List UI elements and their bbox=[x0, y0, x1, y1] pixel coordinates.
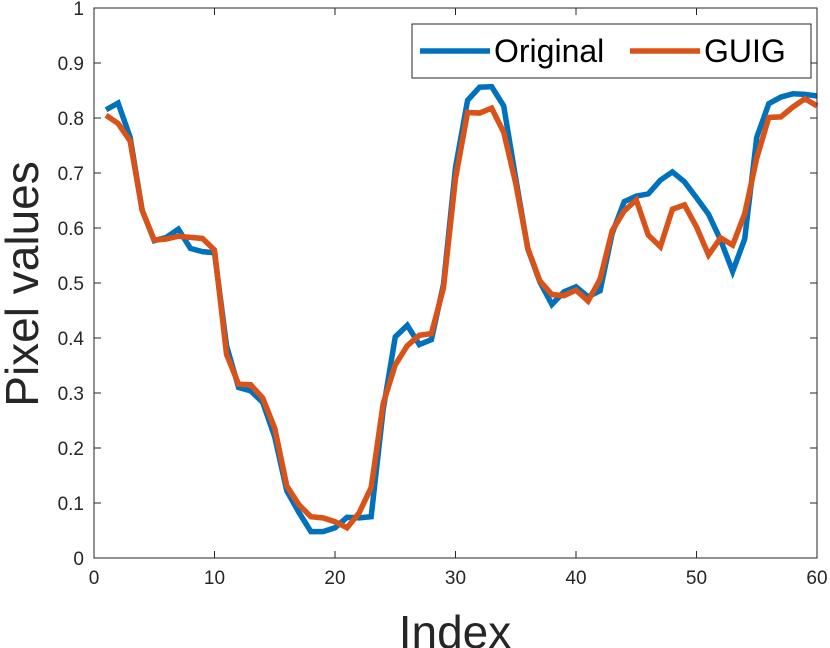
plot-background bbox=[94, 8, 817, 558]
x-tick-label: 60 bbox=[806, 568, 827, 589]
y-tick-label: 0 bbox=[73, 549, 84, 570]
x-tick-label: 10 bbox=[204, 568, 225, 589]
x-tick-label: 30 bbox=[445, 568, 466, 589]
x-tick-label: 40 bbox=[565, 568, 586, 589]
axes bbox=[93, 7, 818, 559]
y-tick-label: 1 bbox=[73, 0, 84, 20]
y-axis-label: Pixel values bbox=[0, 161, 48, 406]
y-tick-label: 0.5 bbox=[58, 274, 84, 295]
y-tick-label: 0.8 bbox=[58, 109, 84, 130]
series-lines bbox=[104, 83, 819, 535]
x-tick-label: 20 bbox=[324, 568, 345, 589]
y-tick-label: 0.9 bbox=[58, 54, 84, 75]
tick-labels: 0 10 20 30 40 50 60 0 0.1 0.2 0.3 0.4 0.5 0.6 0.7 0.8 0.… bbox=[58, 0, 828, 589]
y-tick-label: 0.7 bbox=[58, 164, 84, 185]
x-tick-label: 50 bbox=[686, 568, 707, 589]
series-line-guig bbox=[104, 95, 819, 532]
y-tick-label: 0.3 bbox=[58, 384, 84, 405]
x-axis-label: Index bbox=[399, 606, 512, 648]
y-tick-label: 0.6 bbox=[58, 219, 84, 240]
x-tick-label: 0 bbox=[89, 568, 100, 589]
y-tick-label: 0.2 bbox=[58, 439, 84, 460]
legend: Original GUIG bbox=[411, 23, 812, 79]
y-tick-label: 0.1 bbox=[58, 494, 84, 515]
legend-label-original: Original bbox=[494, 33, 604, 69]
y-tick-label: 0.4 bbox=[58, 329, 85, 350]
legend-label-guig: GUIG bbox=[704, 33, 786, 69]
plot-area bbox=[94, 8, 817, 558]
